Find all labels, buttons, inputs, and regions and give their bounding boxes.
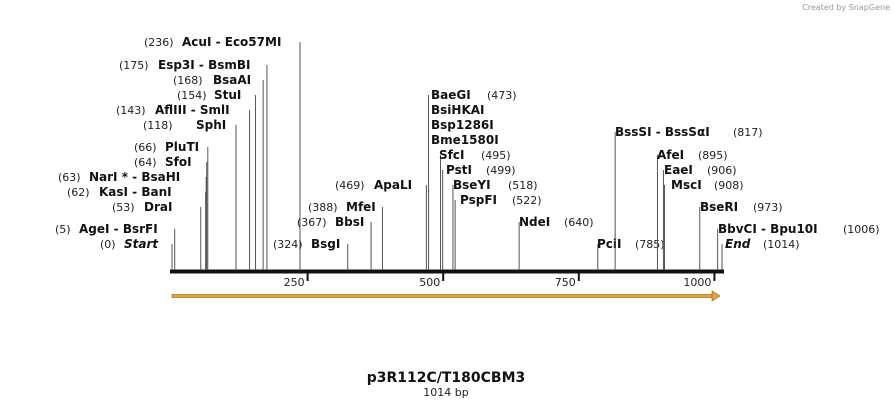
enzyme-name: BbsI bbox=[335, 215, 364, 229]
enzyme-name: AcuI - Eco57MI bbox=[182, 35, 281, 49]
site-position: (64) bbox=[134, 156, 157, 169]
enzyme-name: BseRI bbox=[700, 200, 738, 214]
enzyme-name: BseYI bbox=[453, 178, 491, 192]
feature-arrow-head bbox=[711, 290, 721, 302]
enzyme-name: BsaAI bbox=[213, 73, 251, 87]
enzyme-name: SfcI bbox=[439, 148, 464, 162]
tick-label: 1000 bbox=[683, 276, 711, 289]
site-position: (895) bbox=[698, 149, 728, 162]
site-position: (1006) bbox=[843, 223, 880, 236]
enzyme-name: NdeI bbox=[519, 215, 550, 229]
enzyme-name: PciI bbox=[597, 237, 622, 251]
enzyme-name: Start bbox=[124, 237, 159, 251]
site-position: (367) bbox=[297, 216, 327, 229]
enzyme-name: SphI bbox=[196, 118, 226, 132]
site-position: (62) bbox=[67, 186, 90, 199]
site-position: (175) bbox=[119, 59, 149, 72]
site-position: (143) bbox=[116, 104, 146, 117]
enzyme-name: PspFI bbox=[460, 193, 497, 207]
enzyme-name: Bsp1286I bbox=[431, 118, 494, 132]
enzyme-name: BbvCI - Bpu10I bbox=[718, 222, 818, 236]
site-position: (66) bbox=[134, 141, 157, 154]
enzyme-name: PluTI bbox=[165, 140, 199, 154]
site-position: (499) bbox=[486, 164, 516, 177]
site-position: (785) bbox=[635, 238, 665, 251]
enzyme-name: DraI bbox=[144, 200, 172, 214]
enzyme-name: SfoI bbox=[165, 155, 192, 169]
site-position: (908) bbox=[714, 179, 744, 192]
enzyme-name: KasI - BanI bbox=[99, 185, 172, 199]
site-position: (1014) bbox=[763, 238, 800, 251]
site-position: (388) bbox=[308, 201, 338, 214]
credit: Created by SnapGene bbox=[802, 3, 890, 12]
site-position: (63) bbox=[58, 171, 81, 184]
enzyme-name: StuI bbox=[214, 88, 241, 102]
enzyme-name: AgeI - BsrFI bbox=[79, 222, 158, 236]
site-position: (973) bbox=[753, 201, 783, 214]
site-position: (817) bbox=[733, 126, 763, 139]
enzyme-name: MscI bbox=[671, 178, 702, 192]
tick-label: 750 bbox=[555, 276, 576, 289]
site-position: (469) bbox=[335, 179, 365, 192]
site-position: (640) bbox=[564, 216, 594, 229]
enzyme-name: End bbox=[725, 237, 751, 251]
site-position: (236) bbox=[144, 36, 174, 49]
feature-arrow bbox=[171, 294, 715, 298]
enzyme-name: BsiHKAI bbox=[431, 103, 485, 117]
site-position: (5) bbox=[55, 223, 71, 236]
title: p3R112C/T180CBM3 bbox=[367, 370, 526, 386]
enzyme-name: BssSI - BssSαI bbox=[615, 125, 710, 139]
tick-label: 250 bbox=[284, 276, 305, 289]
enzyme-name: Esp3I - BsmBI bbox=[158, 58, 250, 72]
site-position: (0) bbox=[100, 238, 116, 251]
enzyme-name: EaeI bbox=[664, 163, 693, 177]
tick-label: 500 bbox=[419, 276, 440, 289]
site-position: (168) bbox=[173, 74, 203, 87]
site-position: (495) bbox=[481, 149, 511, 162]
site-position: (154) bbox=[177, 89, 207, 102]
site-position: (522) bbox=[512, 194, 542, 207]
site-position: (473) bbox=[487, 89, 517, 102]
enzyme-name: MfeI bbox=[346, 200, 376, 214]
site-position: (518) bbox=[508, 179, 538, 192]
enzyme-name: ApaLI bbox=[374, 178, 412, 192]
enzyme-name: Bme1580I bbox=[431, 133, 499, 147]
site-position: (118) bbox=[143, 119, 173, 132]
subtitle: 1014 bp bbox=[423, 386, 468, 399]
site-position: (53) bbox=[112, 201, 135, 214]
enzyme-name: NarI * - BsaHI bbox=[89, 170, 180, 184]
site-position: (324) bbox=[273, 238, 303, 251]
enzyme-name: PstI bbox=[446, 163, 472, 177]
enzyme-name: AfeI bbox=[657, 148, 684, 162]
site-position: (906) bbox=[707, 164, 737, 177]
enzyme-name: AflIII - SmlI bbox=[155, 103, 230, 117]
enzyme-name: BaeGI bbox=[431, 88, 471, 102]
enzyme-name: BsgI bbox=[311, 237, 340, 251]
